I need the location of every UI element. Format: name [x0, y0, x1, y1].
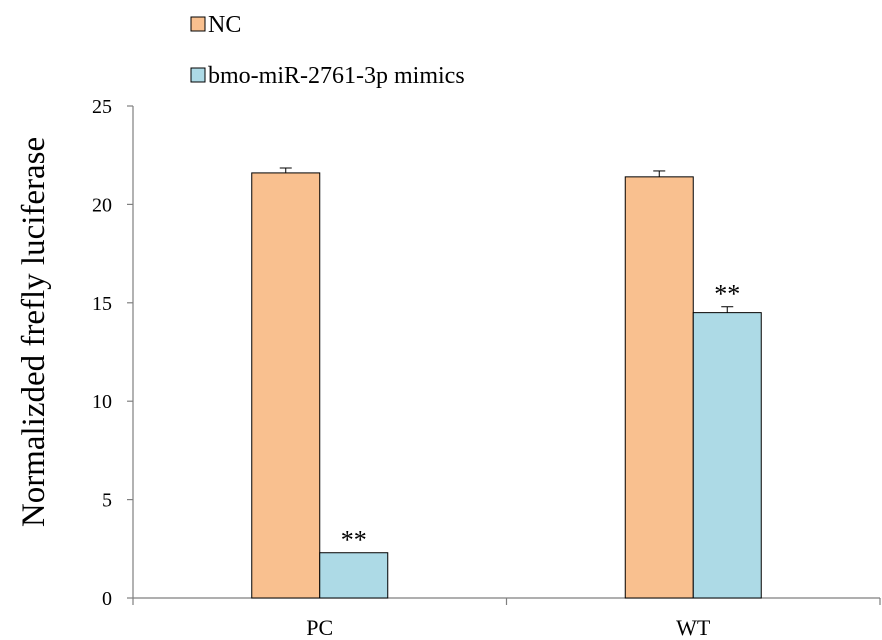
- y-tick-label: 10: [92, 391, 112, 413]
- legend-label: NC: [208, 12, 241, 38]
- significance-annotation: **: [714, 280, 740, 309]
- y-tick-label: 25: [92, 96, 112, 118]
- bar: [251, 172, 321, 599]
- x-tick-label: PC: [306, 615, 333, 640]
- bars: ** **: [251, 167, 762, 599]
- y-axis: 0 5 10 15 20 25: [92, 96, 134, 610]
- y-tick-label: 20: [92, 194, 112, 216]
- y-tick-label: 15: [92, 293, 112, 315]
- bar: [624, 176, 694, 599]
- y-tick-label: 5: [102, 490, 112, 512]
- x-axis: PC WT: [132, 597, 881, 640]
- legend-swatch: [190, 16, 206, 32]
- y-axis-label: Normalizded frefly luciferase: [16, 137, 52, 527]
- x-tick-label: WT: [676, 615, 711, 640]
- legend-swatch: [190, 67, 206, 83]
- bar: [692, 312, 762, 599]
- significance-annotation: **: [341, 526, 367, 555]
- y-tick-label: 0: [102, 588, 112, 610]
- legend: NC bmo-miR-2761-3p mimics: [190, 12, 465, 89]
- legend-label: bmo-miR-2761-3p mimics: [208, 63, 465, 89]
- bar: [319, 552, 389, 599]
